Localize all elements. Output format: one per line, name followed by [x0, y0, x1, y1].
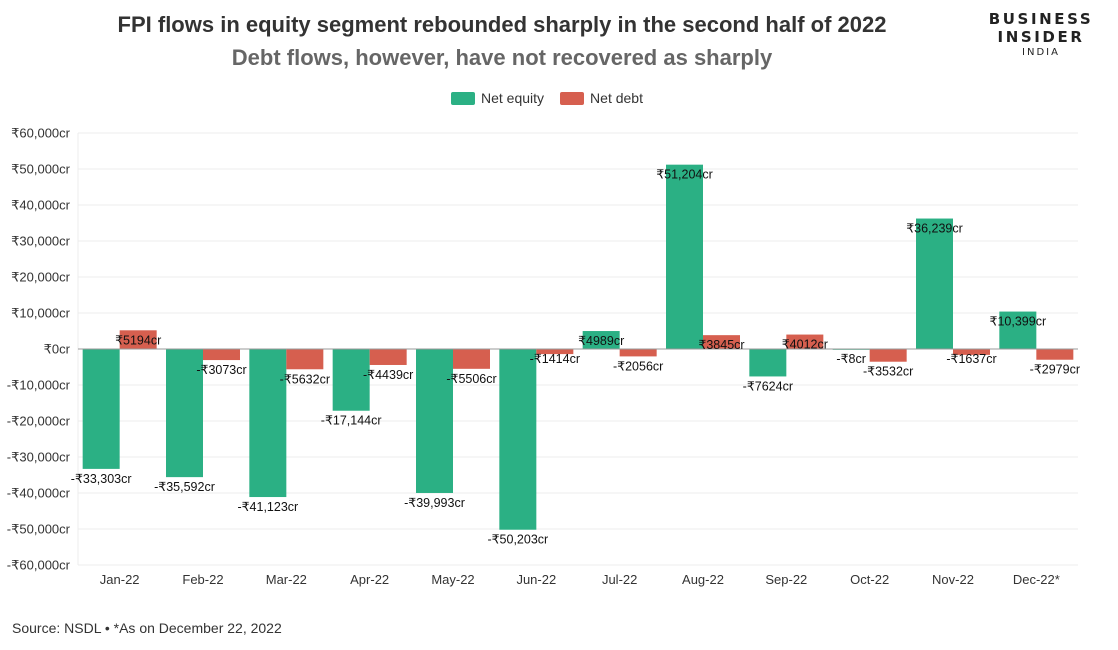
chart-subtitle: Debt flows, however, have not recovered …	[231, 45, 773, 70]
x-tick-label: Jan-22	[100, 572, 140, 587]
y-tick-label: ₹20,000cr	[11, 270, 71, 285]
y-tick-label: -₹50,000cr	[7, 522, 71, 537]
y-tick-label: ₹10,000cr	[11, 306, 71, 321]
data-label-net-debt: ₹3845cr	[698, 338, 744, 352]
bar-net-equity	[499, 349, 537, 530]
x-tick-label: May-22	[431, 572, 474, 587]
bar-net-equity	[582, 331, 620, 349]
bar-net-debt	[536, 349, 574, 355]
bar-net-debt	[369, 349, 407, 365]
logo-line-india: INDIA	[1022, 47, 1060, 58]
data-label-net-debt: -₹2979cr	[1030, 363, 1080, 377]
x-tick-label: Nov-22	[932, 572, 974, 587]
bar-net-equity	[999, 311, 1037, 349]
y-tick-label: -₹10,000cr	[7, 378, 71, 393]
legend-label-equity: Net equity	[481, 90, 545, 106]
data-label-net-debt: -₹3073cr	[196, 363, 246, 377]
business-insider-logo: BUSINESS INSIDER INDIA	[982, 12, 1100, 58]
data-label-net-debt: -₹2056cr	[613, 359, 663, 373]
chart-title: FPI flows in equity segment rebounded sh…	[117, 12, 887, 37]
x-tick-label: Jul-22	[602, 572, 637, 587]
x-tick-label: Jun-22	[516, 572, 556, 587]
legend-item-debt[interactable]: Net debt	[560, 90, 643, 106]
x-tick-label: Aug-22	[682, 572, 724, 587]
y-tick-label: -₹40,000cr	[7, 486, 71, 501]
x-tick-label: Dec-22*	[1013, 572, 1060, 587]
y-tick-label: -₹60,000cr	[7, 558, 71, 573]
data-label-net-equity: -₹33,303cr	[71, 472, 132, 486]
data-label-net-equity: ₹4989cr	[578, 334, 624, 348]
source-note: Source: NSDL • *As on December 22, 2022	[12, 620, 282, 636]
legend-item-equity[interactable]: Net equity	[451, 90, 544, 106]
data-label-net-debt: -₹3532cr	[863, 365, 913, 379]
x-tick-label: Oct-22	[850, 572, 889, 587]
y-tick-label: ₹40,000cr	[11, 198, 71, 213]
data-label-net-debt: -₹1414cr	[530, 352, 580, 366]
bar-net-equity	[82, 349, 120, 469]
bar-net-debt	[703, 335, 740, 349]
y-tick-label: ₹50,000cr	[11, 162, 71, 177]
y-tick-label: ₹0cr	[44, 342, 71, 357]
bar-net-equity	[166, 349, 203, 478]
bar-net-equity	[666, 164, 703, 349]
bar-net-debt	[203, 349, 240, 361]
bar-net-debt	[286, 349, 324, 370]
bar-net-equity	[416, 349, 453, 493]
data-label-net-debt: -₹5632cr	[280, 372, 330, 386]
data-label-net-equity: -₹8cr	[836, 352, 865, 366]
data-label-net-equity: -₹39,993cr	[404, 496, 465, 510]
bar-net-equity	[916, 218, 953, 349]
data-label-net-debt: -₹5506cr	[446, 372, 496, 386]
data-label-net-debt: -₹1637cr	[946, 352, 996, 366]
data-label-net-debt: ₹4012cr	[782, 338, 828, 352]
data-label-net-debt: ₹5194cr	[115, 333, 161, 347]
bar-net-debt	[786, 334, 824, 349]
data-label-net-equity: ₹10,399cr	[990, 315, 1047, 329]
x-tick-label: Apr-22	[350, 572, 389, 587]
bar-net-debt	[1036, 349, 1074, 360]
data-label-net-equity: -₹41,123cr	[237, 500, 298, 514]
x-tick-label: Mar-22	[266, 572, 307, 587]
y-tick-label: -₹20,000cr	[7, 414, 71, 429]
logo-line-insider: INSIDER	[997, 28, 1085, 46]
y-tick-label: ₹60,000cr	[11, 126, 71, 141]
bar-net-debt	[119, 330, 157, 349]
legend-swatch-equity	[451, 91, 475, 105]
x-tick-label: Sep-22	[765, 572, 807, 587]
bar-net-equity	[749, 349, 787, 377]
bar-net-debt	[453, 349, 490, 369]
data-label-net-equity: ₹51,204cr	[656, 168, 713, 182]
bar-net-debt	[869, 349, 907, 362]
data-label-net-equity: -₹7624cr	[743, 379, 793, 393]
bar-net-debt	[619, 349, 657, 357]
legend-swatch-debt	[560, 91, 585, 105]
data-label-net-equity: -₹50,203cr	[487, 533, 548, 547]
y-tick-label: -₹30,000cr	[7, 450, 71, 465]
data-label-net-debt: -₹4439cr	[363, 368, 413, 382]
bar-net-debt	[953, 349, 990, 355]
chart-legend: Net equity Net debt	[451, 90, 659, 106]
x-tick-label: Feb-22	[182, 572, 223, 587]
data-label-net-equity: -₹35,592cr	[154, 480, 215, 494]
legend-label-debt: Net debt	[590, 90, 643, 106]
data-label-net-equity: -₹17,144cr	[321, 414, 382, 428]
y-tick-label: ₹30,000cr	[11, 234, 71, 249]
logo-line-business: BUSINESS	[988, 10, 1094, 28]
bar-net-equity	[249, 349, 287, 498]
data-label-net-equity: ₹36,239cr	[906, 222, 963, 236]
bar-net-equity	[332, 349, 370, 411]
